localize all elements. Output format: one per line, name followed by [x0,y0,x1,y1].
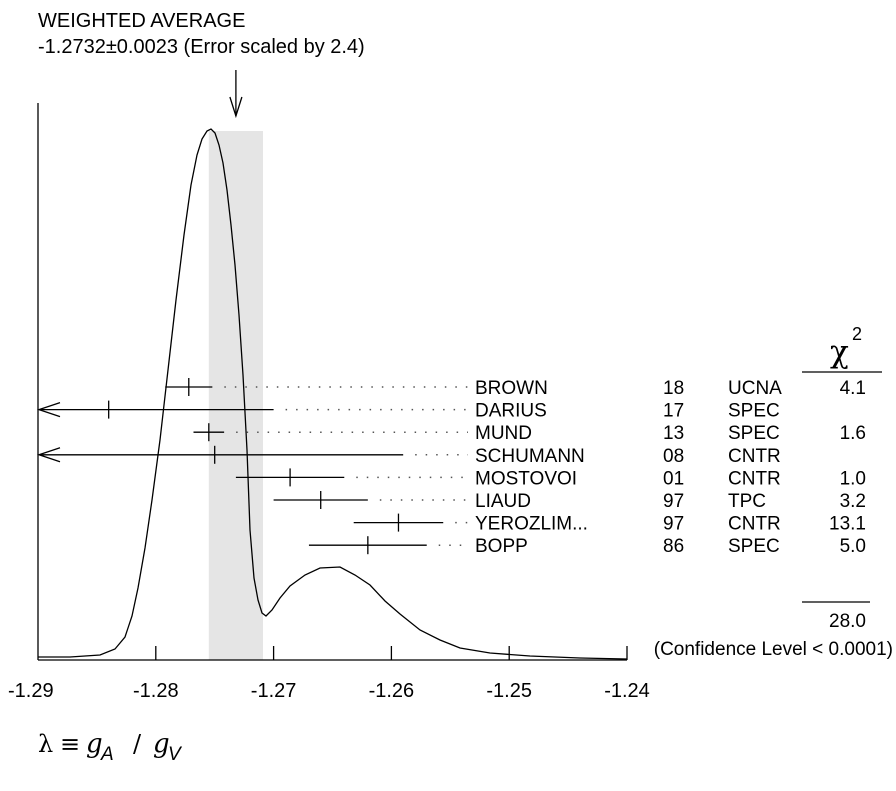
x-tick-label: -1.24 [604,680,650,702]
svg-text:V: V [168,744,183,765]
technique-label: UCNA [728,378,782,399]
author-label: DARIUS [475,401,547,422]
year-label: 18 [663,378,684,399]
measurement-4: SCHUMANN 08 CNTR [36,445,781,467]
chi2-value: 3.2 [840,491,866,512]
year-label: 86 [663,536,684,557]
svg-text:χ: χ [830,334,849,370]
author-label: BROWN [475,378,548,399]
technique-label: CNTR [728,468,781,489]
measurement-3: MUND 13 SPEC 1.6 [193,423,866,444]
author-label: MUND [475,423,532,444]
year-label: 13 [663,423,684,444]
author-label: LIAUD [475,491,531,512]
year-label: 97 [663,514,684,535]
author-label: SCHUMANN [475,446,585,467]
chi2-total: 28.0 [829,611,866,632]
x-axis-label: λ ≡ g A / g V [38,729,183,765]
technique-label: TPC [728,491,766,512]
measurement-7: YEROZLIM... 97 CNTR 13.1 [353,513,866,535]
author-label: MOSTOVOI [475,468,577,489]
technique-label: CNTR [728,446,781,467]
chi2-value: 5.0 [840,536,866,557]
chart-title: WEIGHTED AVERAGE [38,10,245,32]
x-tick-label: -1.27 [251,680,297,702]
svg-text:g: g [153,729,170,759]
year-label: 17 [663,401,684,422]
svg-text:A: A [100,744,114,765]
x-ticks: -1.29 -1.28 -1.27 -1.26 -1.25 -1.24 [8,646,650,702]
average-arrow [229,70,243,119]
confidence-level: (Confidence Level < 0.0001) [654,639,893,660]
svg-text:≡: ≡ [60,730,80,758]
x-tick-label: -1.29 [8,680,54,702]
chi2-value: 13.1 [829,514,866,535]
svg-text:λ: λ [38,730,53,758]
measurement-1: BROWN 18 UCNA 4.1 [165,378,866,399]
measurement-rows: BROWN 18 UCNA 4.1 DARIUS 17 SPEC MUND 13 SPEC 1.6 S… [36,378,866,557]
year-label: 08 [663,446,684,467]
author-label: BOPP [475,536,528,557]
svg-text:2: 2 [852,324,862,344]
measurement-6: LIAUD 97 TPC 3.2 [273,491,866,512]
technique-label: CNTR [728,514,781,535]
technique-label: SPEC [728,536,780,557]
chi2-value: 4.1 [840,378,866,399]
technique-label: SPEC [728,423,780,444]
measurement-8: BOPP 86 SPEC 5.0 [308,536,866,557]
measurement-2: DARIUS 17 SPEC [36,400,780,422]
ideogram-curve [38,128,628,660]
measurement-5: MOSTOVOI 01 CNTR 1.0 [235,468,866,489]
year-label: 97 [663,491,684,512]
author-label: YEROZLIM... [475,514,588,535]
chi2-header: χ 2 [830,324,862,370]
chi2-value: 1.0 [840,468,866,489]
x-tick-label: -1.26 [369,680,415,702]
chart-subtitle: -1.2732±0.0023 (Error scaled by 2.4) [38,36,365,58]
svg-text:/: / [133,730,142,758]
x-tick-label: -1.25 [486,680,532,702]
svg-text:g: g [86,729,103,759]
chi2-value: 1.6 [840,423,866,444]
year-label: 01 [663,468,684,489]
technique-label: SPEC [728,401,780,422]
x-tick-label: -1.28 [133,680,179,702]
